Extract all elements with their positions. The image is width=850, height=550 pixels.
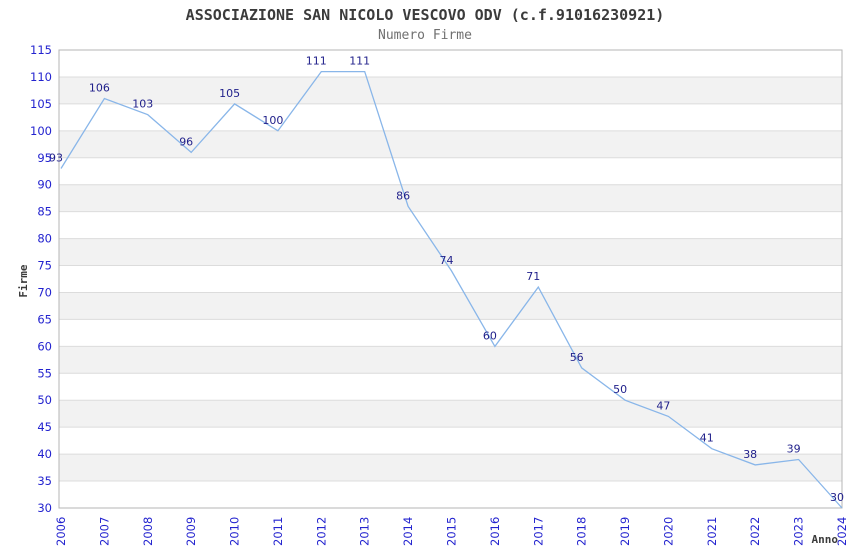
x-tick-label: 2022 — [748, 517, 762, 546]
x-axis-ticks: 2006 2007 2008 2009 2010 2011 2012 2013 2014 2015… — [54, 517, 849, 546]
y-tick-label: 55 — [37, 366, 52, 380]
value-label: 56 — [570, 351, 584, 364]
grid-layer — [59, 49, 842, 509]
plot-border — [58, 49, 843, 509]
x-tick-label: 2015 — [445, 517, 459, 546]
y-tick-label: 90 — [37, 178, 52, 192]
x-tick-label: 2007 — [97, 517, 111, 546]
grid-band — [59, 400, 842, 428]
y-tick-label: 85 — [37, 205, 52, 219]
y-tick-label: 95 — [37, 151, 52, 165]
y-tick-label: 45 — [37, 420, 52, 434]
y-tick-label: 30 — [37, 501, 52, 515]
band-layer — [59, 76, 842, 482]
y-tick-label: 35 — [37, 474, 52, 488]
y-axis-label: Firme — [17, 264, 30, 297]
y-tick-label: 60 — [37, 339, 52, 353]
value-label: 38 — [743, 448, 757, 461]
y-tick-label: 50 — [37, 393, 52, 407]
x-tick-label: 2021 — [705, 517, 719, 546]
value-label: 39 — [787, 443, 801, 456]
x-tick-label: 2018 — [575, 517, 589, 546]
y-tick-label: 80 — [37, 232, 52, 246]
value-label: 47 — [656, 399, 670, 412]
grid-band — [59, 76, 842, 104]
grid-band — [59, 346, 842, 374]
grid-band — [59, 292, 842, 320]
x-tick-label: 2008 — [141, 517, 155, 546]
value-label: 50 — [613, 383, 627, 396]
x-tick-label: 2014 — [401, 517, 415, 546]
x-tick-label: 2017 — [531, 517, 545, 546]
value-label: 41 — [700, 432, 714, 445]
grid-band — [59, 454, 842, 482]
chart-subtitle: Numero Firme — [378, 28, 472, 43]
x-tick-label: 2009 — [184, 517, 198, 546]
x-tick-label: 2023 — [792, 517, 806, 546]
y-tick-label: 115 — [30, 43, 52, 57]
x-tick-label: 2020 — [661, 517, 675, 546]
y-tick-label: 65 — [37, 312, 52, 326]
y-tick-label: 100 — [30, 124, 52, 138]
x-tick-label: 2024 — [835, 517, 849, 546]
value-label: 30 — [830, 491, 844, 504]
series-line — [60, 70, 843, 509]
value-label: 111 — [306, 55, 327, 68]
value-label: 74 — [440, 254, 454, 267]
value-label: 103 — [132, 98, 153, 111]
y-tick-label: 75 — [37, 259, 52, 273]
y-tick-label: 40 — [37, 447, 52, 461]
x-axis-label: Anno — [812, 533, 839, 546]
x-tick-label: 2010 — [228, 517, 242, 546]
x-tick-label: 2011 — [271, 517, 285, 546]
grid-band — [59, 184, 842, 212]
value-label: 106 — [89, 82, 110, 95]
value-label: 86 — [396, 189, 410, 202]
value-label: 96 — [179, 135, 193, 148]
y-tick-label: 110 — [30, 70, 52, 84]
chart-title: ASSOCIAZIONE SAN NICOLO VESCOVO ODV (c.f… — [186, 6, 665, 24]
value-label: 60 — [483, 329, 497, 342]
x-tick-label: 2019 — [618, 517, 632, 546]
x-tick-label: 2016 — [488, 517, 502, 546]
grid-band — [59, 130, 842, 158]
y-tick-label: 70 — [37, 285, 52, 299]
value-label: 105 — [219, 87, 240, 100]
value-label: 71 — [526, 270, 540, 283]
value-label: 93 — [49, 152, 63, 165]
y-axis-ticks: 30 35 40 45 50 55 60 65 70 75 80 85 90 95 100 105 110 115 — [30, 43, 52, 515]
grid-band — [59, 238, 842, 266]
x-tick-label: 2012 — [314, 517, 328, 546]
x-tick-label: 2006 — [54, 517, 68, 546]
y-tick-label: 105 — [30, 97, 52, 111]
value-label: 111 — [349, 55, 370, 68]
x-tick-label: 2013 — [358, 517, 372, 546]
value-label-layer: 93 106 103 96 105 100 111 111 86 74 60 71 56 50 47 41 38… — [49, 55, 844, 504]
value-label: 100 — [262, 114, 283, 127]
